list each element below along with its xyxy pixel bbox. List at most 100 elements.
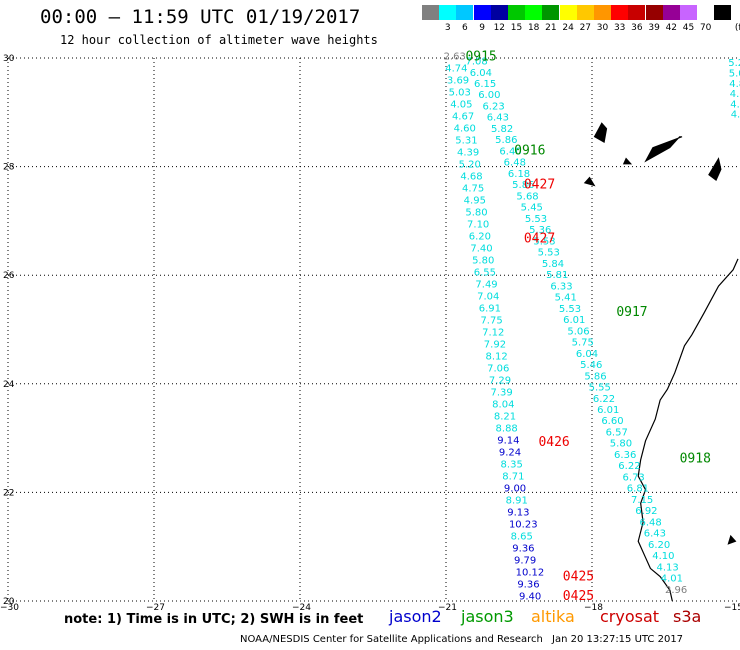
track-b-value: 6.40 (499, 146, 521, 157)
track-b-value: 6.01 (597, 405, 619, 416)
track-b-value: 6.23 (482, 101, 504, 112)
track-c-value: 4.6 (730, 89, 740, 100)
lat-label: 26 (3, 271, 15, 281)
track-b-value: 5.82 (491, 124, 513, 135)
track-a-value: 5.80 (465, 208, 487, 219)
track-c-value: 5.2 (728, 58, 740, 69)
track-b-value: 6.92 (635, 506, 657, 517)
legend-swatch (542, 5, 560, 20)
track-a-value: 7.04 (477, 292, 499, 303)
track-b-value: 6.00 (478, 90, 500, 101)
track-a-value: 4.60 (454, 124, 476, 135)
units-note: note: 1) Time is in UTC; 2) SWH is in fe… (64, 612, 364, 627)
legend-swatch (439, 5, 457, 20)
legend-altika: altika (531, 607, 575, 626)
track-b-value: 5.36 (529, 225, 551, 236)
track-b-value: 7.08 (465, 57, 487, 68)
pass-time-label: 0917 (616, 305, 647, 320)
track-b-value: 6.04 (576, 349, 598, 360)
legend-swatch-label: 12 (493, 23, 506, 33)
legend-swatch (645, 5, 663, 20)
track-a-value: 3.69 (447, 76, 469, 87)
legend-cryosat: cryosat (600, 607, 660, 626)
track-b-value: 5.53 (559, 304, 581, 315)
track-b-value: 5.80 (610, 439, 632, 450)
track-b-value: 6.33 (550, 281, 572, 292)
track-b-value: 5.86 (512, 180, 534, 191)
track-b-value: 5.53 (533, 236, 555, 247)
lat-label: 28 (3, 163, 15, 173)
coastline (583, 122, 739, 602)
track-a-value: 8.21 (494, 411, 516, 422)
lat-label: 22 (3, 488, 14, 498)
legend-unit: (ft) (734, 23, 740, 33)
island (644, 136, 683, 163)
pass-time-labels: 0915 0916 0427 0427 0917 0426 0918 0425 0425 (465, 50, 710, 604)
lon-label: −21 (438, 603, 457, 613)
legend-swatch-label: 27 (579, 23, 592, 33)
lat-lon-grid (7, 57, 738, 602)
legend-swatch-label: 45 (682, 23, 695, 33)
track-b-value: 5.41 (555, 293, 577, 304)
lon-label: −27 (146, 603, 165, 613)
track-a-value: 8.88 (496, 423, 518, 434)
legend-swatch (628, 5, 646, 20)
island (622, 157, 633, 165)
track-a-value: 7.40 (470, 244, 492, 255)
track-a-value: 9.00 (504, 483, 526, 494)
legend-swatch-label: 9 (479, 23, 485, 33)
pass-time-label: 0426 (538, 435, 569, 450)
legend-s3a: s3a (673, 607, 702, 626)
track-b-value: 7.15 (631, 495, 653, 506)
legend-swatch (662, 5, 680, 20)
track-a-value: 9.14 (497, 435, 519, 446)
track-a-value: 9.79 (514, 555, 536, 566)
legend-jason2: jason2 (389, 607, 442, 626)
track-a-value: 6.20 (469, 232, 491, 243)
track-a-value: 8.35 (501, 459, 523, 470)
track-b-value: 6.22 (618, 461, 640, 472)
track-b-value: 6.48 (640, 517, 662, 528)
legend-swatch (490, 5, 508, 20)
lon-label: −18 (584, 603, 603, 613)
track-a-value: 7.49 (475, 280, 497, 291)
pass-time-label: 0425 (563, 589, 594, 604)
track-a-value: 4.68 (460, 172, 482, 183)
track-c-value: 5.0 (729, 68, 740, 79)
track-a-value: 6.55 (474, 268, 496, 279)
credit-text: NOAA/NESDIS Center for Satellite Applica… (240, 634, 543, 645)
track-a-value: 7.12 (482, 327, 504, 338)
track-a-value: 8.12 (485, 351, 507, 362)
pass-time-label: 0427 (524, 177, 555, 192)
legend-swatch (697, 5, 715, 20)
legend-swatch-label: 30 (596, 23, 609, 33)
track-b-value: 6.36 (614, 450, 636, 461)
track-c-value: 4.8 (729, 79, 740, 90)
map-title: 00:00 – 11:59 UTC 01/19/2017 (40, 6, 361, 28)
track-b-value: 5.53 (525, 214, 547, 225)
island (593, 122, 608, 143)
track-b-value: 6.18 (508, 169, 530, 180)
island (708, 157, 722, 181)
legend-swatch (456, 5, 474, 20)
track-a-value: 5.03 (449, 88, 471, 99)
legend-swatch-label: 21 (545, 23, 557, 33)
lat-label: 20 (3, 597, 15, 607)
track-a-value: 8.91 (506, 495, 528, 506)
legend-swatch-label: 42 (665, 23, 678, 33)
island (727, 534, 737, 545)
legend-swatch-label: 36 (631, 23, 643, 33)
pass-time-label: 0427 (524, 232, 555, 247)
track-a-value: 7.10 (467, 220, 489, 231)
africa-coastline (637, 258, 739, 602)
legend-swatch (422, 5, 439, 20)
legend-swatch (680, 5, 697, 20)
track-a-value: 4.05 (450, 100, 472, 111)
legend-swatch-label: 15 (510, 23, 523, 33)
track-b-value: 5.53 (538, 248, 560, 259)
axis-labels: 30 28 26 24 22 20−30 −27 −24 −21 −18 −15 (0, 54, 740, 613)
track-b-value: 5.81 (546, 270, 568, 281)
track-a-value: 9.36 (512, 543, 534, 554)
track-a-value: 10.12 (516, 567, 545, 578)
